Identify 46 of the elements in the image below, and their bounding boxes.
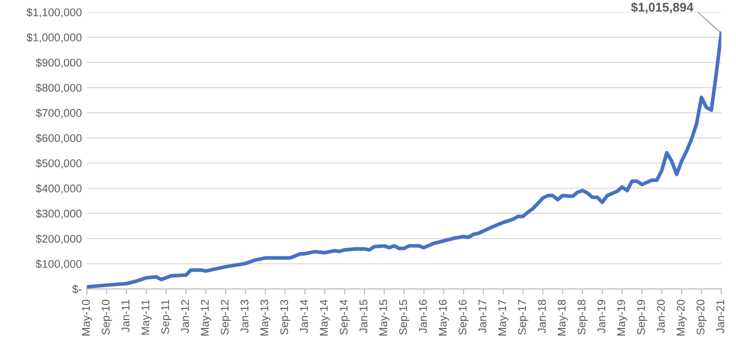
x-tick-label: May-13 bbox=[260, 300, 270, 336]
x-tick-label: Jan-19 bbox=[597, 300, 606, 334]
x-tick-label: May-20 bbox=[676, 300, 687, 336]
x-tick-label: Jan-17 bbox=[478, 300, 486, 334]
y-tick-label: $100,000 bbox=[36, 260, 82, 270]
y-tick-label: $1,000,000 bbox=[26, 33, 82, 43]
y-tick-label: $800,000 bbox=[36, 83, 82, 94]
x-tick-label: Sep-17 bbox=[518, 300, 528, 335]
y-tick-label: $200,000 bbox=[36, 234, 82, 244]
x-tick-label: Sep-14 bbox=[340, 300, 350, 335]
x-tick-label: May-15 bbox=[379, 300, 390, 336]
x-tick-label: May-16 bbox=[438, 300, 449, 336]
x-tick-label: May-19 bbox=[617, 300, 628, 336]
x-tick-label: Jan-14 bbox=[300, 300, 308, 334]
x-tick-label: Sep-15 bbox=[399, 300, 410, 335]
x-tick-label: May-12 bbox=[200, 300, 211, 336]
x-tick-label: Sep-10 bbox=[102, 300, 112, 335]
y-tick-label: $- bbox=[72, 284, 82, 294]
y-tick-label: $1,100,000 bbox=[26, 8, 82, 18]
x-tick-label: Jan-21 bbox=[716, 300, 724, 334]
y-tick-label: $900,000 bbox=[36, 58, 82, 68]
y-tick-label: $300,000 bbox=[36, 209, 82, 219]
y-tick-label: $600,000 bbox=[36, 134, 82, 144]
x-tick-label: Sep-13 bbox=[280, 300, 290, 335]
x-tick-label: May-18 bbox=[558, 300, 568, 336]
y-tick-label: $500,000 bbox=[36, 158, 82, 169]
x-tick-label: May-10 bbox=[82, 300, 92, 336]
x-tick-label: Sep-12 bbox=[220, 300, 231, 335]
x-tick-label: Sep-11 bbox=[161, 300, 172, 334]
x-tick-label: Jan-18 bbox=[538, 300, 546, 334]
annotation: $1,015,894 bbox=[631, 2, 694, 14]
x-tick-label: May-14 bbox=[320, 300, 330, 336]
x-tick-label: Sep-19 bbox=[637, 300, 648, 335]
x-tick-label: May-11 bbox=[142, 300, 152, 335]
y-tick-label: $400,000 bbox=[36, 184, 82, 194]
x-tick-label: May-17 bbox=[498, 300, 508, 336]
x-tick-label: Jan-20 bbox=[656, 300, 665, 334]
x-tick-label: Sep-20 bbox=[696, 300, 707, 335]
x-tick-label: Jan-13 bbox=[240, 300, 248, 334]
x-tick-label: Jan-11 bbox=[122, 300, 130, 332]
x-tick-label: Jan-16 bbox=[419, 300, 427, 334]
x-tick-label: Sep-18 bbox=[578, 300, 588, 335]
x-tick-label: Jan-12 bbox=[181, 300, 189, 334]
y-tick-label: $700,000 bbox=[36, 108, 82, 118]
x-tick-label: Sep-16 bbox=[458, 300, 469, 335]
x-tick-label: Jan-15 bbox=[360, 300, 368, 334]
